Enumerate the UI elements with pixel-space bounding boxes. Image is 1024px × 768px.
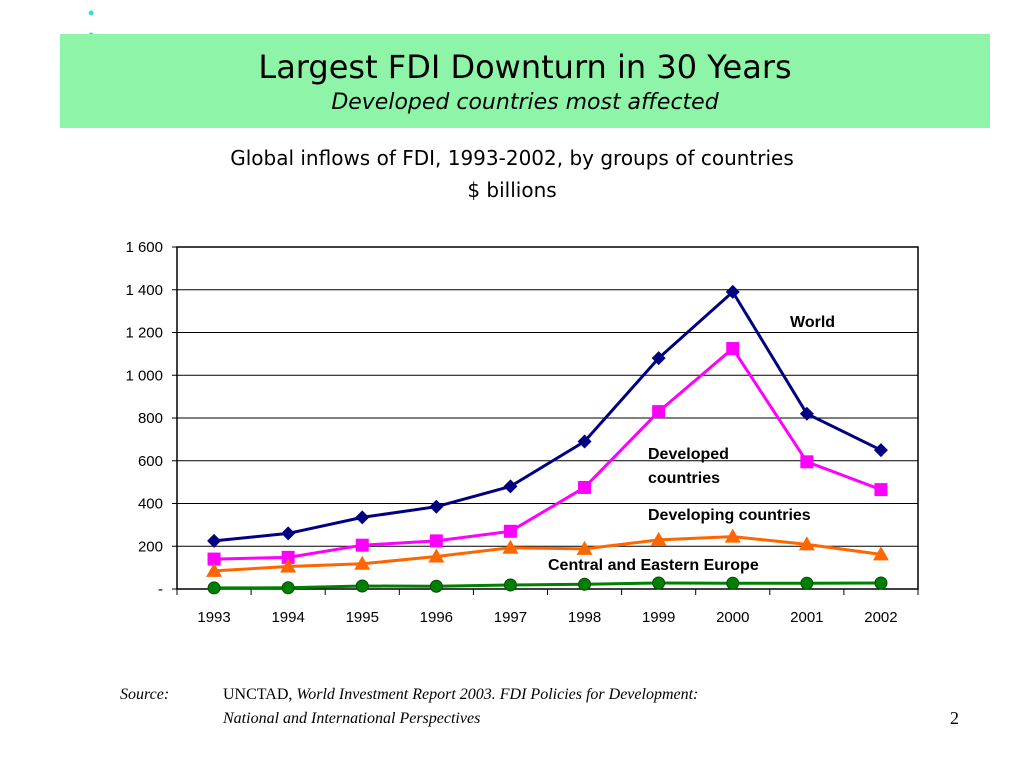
fdi-line-chart: - 200 400 600 800 1 000 1 200 1 400 1 600 1993 199… — [125, 239, 919, 626]
data-point-world — [429, 499, 444, 514]
data-point-central-and-eastern-europe — [578, 577, 592, 591]
data-point-world — [503, 479, 518, 494]
data-point-world — [281, 526, 296, 541]
data-point-central-and-eastern-europe — [726, 576, 740, 590]
y-tick-label: 600 — [138, 453, 163, 470]
slide-title: Largest FDI Downturn in 30 Years — [258, 48, 792, 86]
y-tick-label: 800 — [138, 410, 163, 427]
data-point-developing-countries — [206, 562, 223, 577]
x-tick-label: 1999 — [642, 609, 675, 626]
data-point-central-and-eastern-europe — [874, 576, 888, 590]
data-point-world — [577, 434, 592, 449]
data-point-central-and-eastern-europe — [281, 581, 295, 595]
series-line-world — [213, 289, 882, 543]
series-line-developing-countries — [213, 535, 882, 573]
data-point-developing-countries — [798, 536, 815, 551]
data-point-developed-countries — [207, 552, 221, 566]
x-tick-label: 2001 — [790, 609, 823, 626]
data-point-developing-countries — [502, 539, 519, 554]
source-label: Source: — [120, 686, 170, 703]
series-label-cee: Central and Eastern Europe — [548, 557, 759, 574]
data-point-developed-countries — [503, 524, 517, 538]
y-tick-label: 1 400 — [125, 282, 163, 299]
chart-title: Global inflows of FDI, 1993-2002, by gro… — [230, 146, 794, 170]
data-point-developing-countries — [280, 558, 297, 573]
y-tick-label: 1 000 — [125, 367, 163, 384]
data-point-world — [725, 284, 740, 299]
data-point-central-and-eastern-europe — [800, 576, 814, 590]
x-tick-label: 1998 — [568, 609, 601, 626]
x-tick-label: 1997 — [494, 609, 527, 626]
data-point-developed-countries — [874, 483, 888, 497]
x-tick-label: 1996 — [420, 609, 453, 626]
x-tick-label: 2000 — [716, 609, 749, 626]
data-point-developing-countries — [576, 540, 593, 555]
series-label-world: World — [790, 314, 835, 331]
x-tick-label: 2002 — [864, 609, 897, 626]
data-point-developed-countries — [800, 455, 814, 469]
y-tick-label: 1 600 — [125, 239, 163, 256]
data-point-world — [355, 510, 370, 525]
data-point-world — [207, 533, 222, 548]
data-point-central-and-eastern-europe — [355, 579, 369, 593]
data-point-developing-countries — [724, 528, 741, 543]
source-line2: National and International Perspectives — [223, 710, 481, 727]
data-point-world — [873, 443, 888, 458]
series-label-developed-2: countries — [648, 470, 720, 487]
y-tick-label: - — [158, 581, 163, 598]
source-line1: World Investment Report 2003. FDI Polici… — [296, 686, 699, 703]
series-line-central-and-eastern-europe — [214, 581, 881, 590]
source-org: UNCTAD, — [223, 686, 293, 703]
slide-subtitle: Developed countries most affected — [331, 90, 719, 115]
series-label-developing: Developing countries — [648, 507, 811, 524]
data-point-developed-countries — [726, 342, 740, 356]
data-point-developed-countries — [429, 534, 443, 548]
data-point-central-and-eastern-europe — [207, 581, 221, 595]
data-point-developing-countries — [872, 546, 889, 561]
data-point-central-and-eastern-europe — [503, 578, 517, 592]
data-point-world — [651, 351, 666, 366]
chart-subtitle: $ billions — [467, 178, 557, 202]
data-point-developing-countries — [354, 555, 371, 570]
data-point-central-and-eastern-europe — [429, 579, 443, 593]
title-banner: Largest FDI Downturn in 30 Years Develop… — [60, 34, 990, 128]
data-point-developed-countries — [652, 405, 666, 419]
data-point-central-and-eastern-europe — [652, 576, 666, 590]
x-tick-label: 1994 — [271, 609, 304, 626]
data-point-developed-countries — [355, 538, 369, 552]
series-label-developed: Developed — [648, 446, 729, 463]
x-tick-label: 1993 — [197, 609, 230, 626]
page-number: 2 — [950, 708, 959, 728]
y-tick-label: 1 200 — [125, 325, 163, 342]
data-point-developed-countries — [281, 550, 295, 564]
y-tick-label: 400 — [138, 496, 163, 513]
data-point-world — [799, 406, 814, 421]
data-point-developing-countries — [650, 531, 667, 546]
y-tick-label: 200 — [138, 538, 163, 555]
series-line-developed-countries — [214, 346, 882, 561]
x-tick-label: 1995 — [346, 609, 379, 626]
data-point-developing-countries — [428, 548, 445, 563]
data-point-developed-countries — [578, 480, 592, 494]
